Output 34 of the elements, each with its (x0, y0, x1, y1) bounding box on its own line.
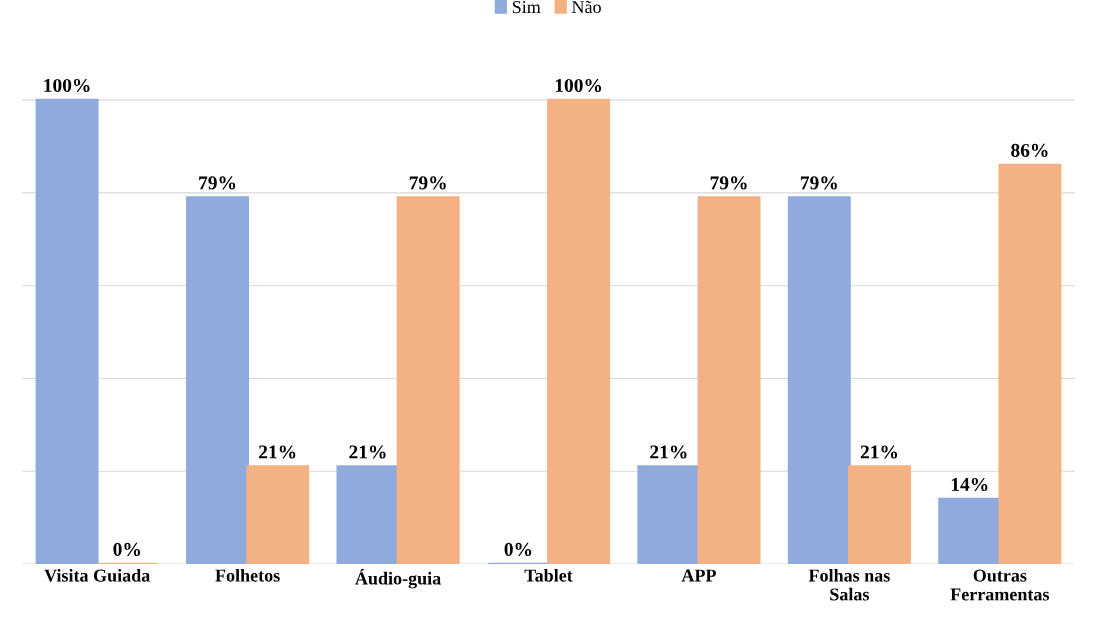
x-tick-label: Folhas nas Salas (808, 568, 890, 601)
bar (787, 196, 851, 565)
data-label: 21% (860, 445, 898, 459)
bar (246, 465, 310, 565)
data-label: 14% (951, 477, 988, 492)
x-tick-label: APP (681, 569, 716, 582)
bar (35, 98, 99, 565)
bar (396, 196, 460, 565)
data-label: 100% (44, 78, 90, 93)
legend-label: Não (572, 0, 601, 14)
data-label: 86% (1011, 143, 1048, 158)
data-label: 79% (199, 176, 236, 190)
x-tick-label: Visita Guiada (44, 568, 150, 582)
data-label: 100% (555, 78, 602, 93)
data-label: 21% (650, 445, 687, 459)
bar (336, 465, 400, 565)
data-label: 21% (349, 445, 386, 459)
x-tick-label: Folhetos (215, 568, 280, 582)
x-tick-label: Áudio-guia (355, 568, 441, 589)
bar (637, 465, 701, 565)
data-label: 21% (259, 445, 296, 459)
data-label: 79% (710, 176, 747, 190)
data-label: 0% (113, 542, 141, 557)
bar (998, 163, 1062, 565)
bar (186, 196, 249, 565)
bar (697, 196, 761, 565)
data-label: 79% (409, 176, 446, 190)
bar (547, 98, 611, 565)
bar (848, 465, 911, 565)
x-tick-label: Tablet (524, 568, 573, 582)
legend-label: Sim (512, 1, 541, 14)
data-label: 0% (504, 542, 532, 557)
data-label: 79% (800, 176, 837, 190)
x-tick-label: Outras Ferramentas (950, 569, 1050, 601)
